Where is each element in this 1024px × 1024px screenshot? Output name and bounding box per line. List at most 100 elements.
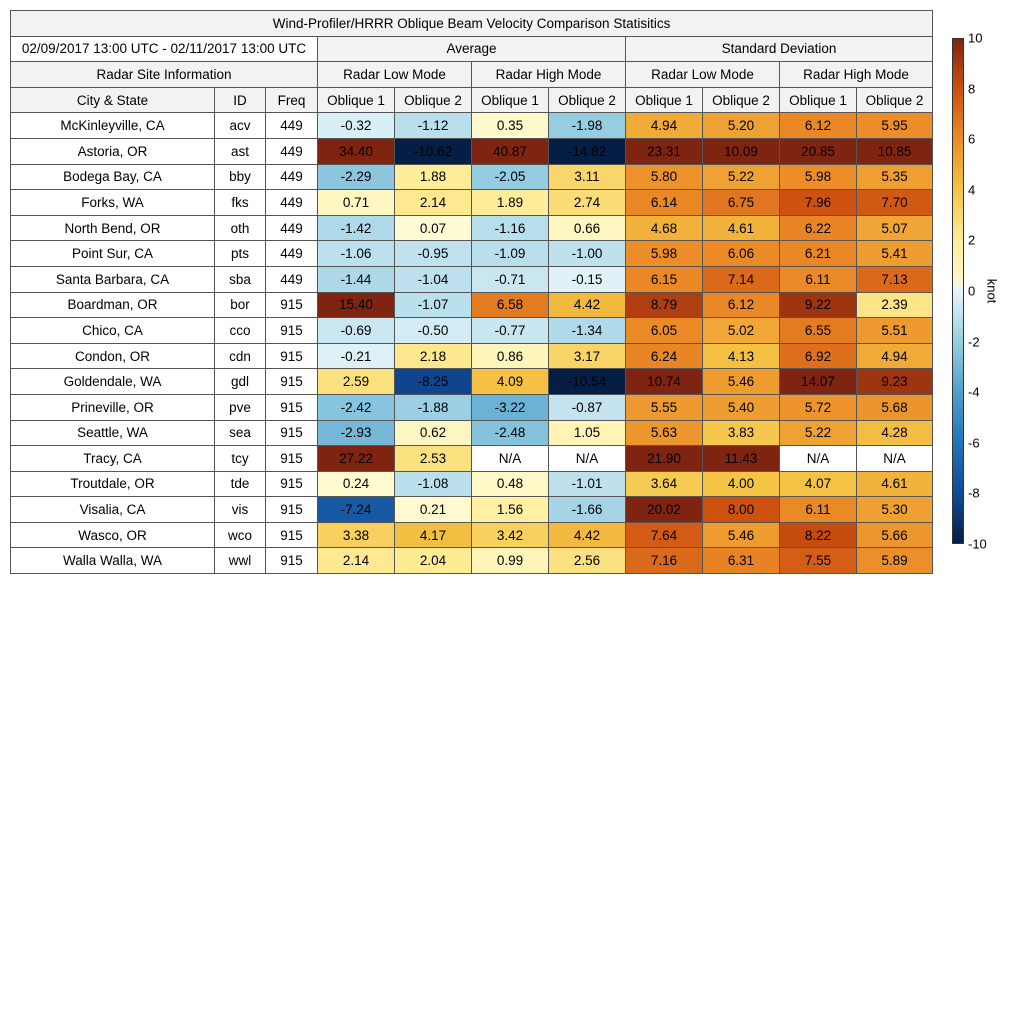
freq-cell: 449 <box>266 215 318 241</box>
avg-high-oblique2-cell: -1.00 <box>549 241 626 267</box>
std-high-oblique1-cell: 5.22 <box>780 420 857 446</box>
freq-cell: 915 <box>266 394 318 420</box>
avg-high-oblique1-cell: -0.71 <box>472 266 549 292</box>
id-cell: cco <box>215 318 266 344</box>
avg-low-oblique1-cell: 15.40 <box>318 292 395 318</box>
freq-cell: 915 <box>266 497 318 523</box>
freq-cell: 449 <box>266 241 318 267</box>
avg-high-oblique1-cell: -3.22 <box>472 394 549 420</box>
table-row: Boardman, ORbor91515.40-1.076.584.428.79… <box>11 292 933 318</box>
freq-cell: 449 <box>266 266 318 292</box>
std-dev-header: Standard Deviation <box>626 36 933 62</box>
city-cell: Condon, OR <box>11 343 215 369</box>
avg-low-oblique2-cell: 4.17 <box>395 522 472 548</box>
freq-column-header: Freq <box>266 87 318 113</box>
avg-low-oblique2-cell: 1.88 <box>395 164 472 190</box>
avg-low-oblique2-cell: 0.62 <box>395 420 472 446</box>
colorbar-tick-label: 8 <box>968 82 975 95</box>
avg-high-oblique1-cell: 1.89 <box>472 190 549 216</box>
colorbar-tick-label: 4 <box>968 183 975 196</box>
avg-low-oblique1-cell: 3.38 <box>318 522 395 548</box>
freq-cell: 449 <box>266 113 318 139</box>
velocity-statistics-table: Wind-Profiler/HRRR Oblique Beam Velocity… <box>10 10 933 574</box>
city-cell: Walla Walla, WA <box>11 548 215 574</box>
std-high-oblique1-cell: 7.96 <box>780 190 857 216</box>
std-low-oblique1-cell: 4.94 <box>626 113 703 139</box>
freq-cell: 915 <box>266 292 318 318</box>
table-row: Troutdale, ORtde9150.24-1.080.48-1.013.6… <box>11 471 933 497</box>
freq-cell: 449 <box>266 164 318 190</box>
city-cell: Troutdale, OR <box>11 471 215 497</box>
table-row: Bodega Bay, CAbby449-2.291.88-2.053.115.… <box>11 164 933 190</box>
id-cell: cdn <box>215 343 266 369</box>
std-high-mode-header: Radar High Mode <box>780 62 933 88</box>
std-high-oblique1-cell: 6.21 <box>780 241 857 267</box>
std-low-mode-header: Radar Low Mode <box>626 62 780 88</box>
id-cell: gdl <box>215 369 266 395</box>
city-cell: Bodega Bay, CA <box>11 164 215 190</box>
city-cell: North Bend, OR <box>11 215 215 241</box>
id-cell: bby <box>215 164 266 190</box>
std-low-oblique2-cell: 5.20 <box>703 113 780 139</box>
avg-high-oblique1-cell: 4.09 <box>472 369 549 395</box>
id-column-header: ID <box>215 87 266 113</box>
avg-high-oblique1-cell: 0.99 <box>472 548 549 574</box>
avg-high-oblique1-cell: 3.42 <box>472 522 549 548</box>
freq-cell: 915 <box>266 343 318 369</box>
period-label: 02/09/2017 13:00 UTC - 02/11/2017 13:00 … <box>11 36 318 62</box>
std-low-oblique1-cell: 8.79 <box>626 292 703 318</box>
city-cell: Forks, WA <box>11 190 215 216</box>
avg-high-oblique2-cell: -1.66 <box>549 497 626 523</box>
city-cell: Santa Barbara, CA <box>11 266 215 292</box>
std-low-oblique1-cell: 5.98 <box>626 241 703 267</box>
avg-high-oblique1-header: Oblique 1 <box>472 87 549 113</box>
std-low-oblique1-cell: 23.31 <box>626 138 703 164</box>
group-header-row: 02/09/2017 13:00 UTC - 02/11/2017 13:00 … <box>11 36 933 62</box>
avg-high-oblique2-cell: 1.05 <box>549 420 626 446</box>
colorbar-tick-label: 6 <box>968 133 975 146</box>
city-cell: Point Sur, CA <box>11 241 215 267</box>
std-high-oblique1-cell: 20.85 <box>780 138 857 164</box>
city-cell: Seattle, WA <box>11 420 215 446</box>
std-low-oblique2-cell: 6.31 <box>703 548 780 574</box>
std-high-oblique2-cell: 5.30 <box>857 497 933 523</box>
std-low-oblique2-cell: 5.40 <box>703 394 780 420</box>
table-row: McKinleyville, CAacv449-0.32-1.120.35-1.… <box>11 113 933 139</box>
std-high-oblique2-cell: 4.61 <box>857 471 933 497</box>
freq-cell: 449 <box>266 138 318 164</box>
avg-low-oblique1-cell: 0.24 <box>318 471 395 497</box>
std-high-oblique2-cell: 5.07 <box>857 215 933 241</box>
id-cell: pve <box>215 394 266 420</box>
std-low-oblique1-cell: 3.64 <box>626 471 703 497</box>
id-cell: ast <box>215 138 266 164</box>
std-high-oblique1-cell: 5.72 <box>780 394 857 420</box>
avg-low-oblique2-cell: -1.88 <box>395 394 472 420</box>
mode-header-row: Radar Site Information Radar Low Mode Ra… <box>11 62 933 88</box>
std-high-oblique2-cell: 5.89 <box>857 548 933 574</box>
id-cell: vis <box>215 497 266 523</box>
avg-low-oblique2-cell: -1.07 <box>395 292 472 318</box>
freq-cell: 915 <box>266 318 318 344</box>
std-high-oblique1-cell: 8.22 <box>780 522 857 548</box>
std-low-oblique1-cell: 7.64 <box>626 522 703 548</box>
avg-high-oblique2-cell: 4.42 <box>549 292 626 318</box>
std-low-oblique1-cell: 4.68 <box>626 215 703 241</box>
colorbar-tick-label: -10 <box>968 538 987 551</box>
std-low-oblique1-cell: 6.24 <box>626 343 703 369</box>
std-low-oblique2-cell: 5.46 <box>703 522 780 548</box>
std-high-oblique1-cell: 7.55 <box>780 548 857 574</box>
std-low-oblique1-cell: 5.80 <box>626 164 703 190</box>
id-cell: tde <box>215 471 266 497</box>
std-high-oblique1-cell: 6.22 <box>780 215 857 241</box>
avg-low-oblique1-cell: -0.21 <box>318 343 395 369</box>
avg-high-oblique1-cell: 40.87 <box>472 138 549 164</box>
avg-low-oblique2-cell: 2.04 <box>395 548 472 574</box>
std-low-oblique2-cell: 6.12 <box>703 292 780 318</box>
avg-low-oblique1-cell: -2.29 <box>318 164 395 190</box>
avg-high-oblique1-cell: -2.48 <box>472 420 549 446</box>
avg-low-oblique1-cell: -0.69 <box>318 318 395 344</box>
std-high-oblique2-cell: 5.95 <box>857 113 933 139</box>
city-cell: Visalia, CA <box>11 497 215 523</box>
avg-high-oblique1-cell: N/A <box>472 446 549 472</box>
table-row: Goldendale, WAgdl9152.59-8.254.09-10.541… <box>11 369 933 395</box>
